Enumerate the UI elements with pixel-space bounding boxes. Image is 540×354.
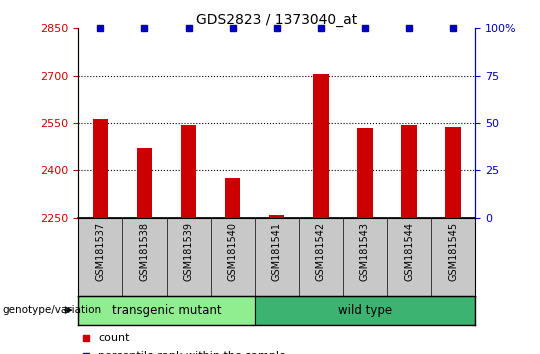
Bar (313, 74, 328, 218)
Bar (225, 178, 240, 218)
Bar (269, 215, 285, 218)
Text: GSM181539: GSM181539 (184, 222, 193, 281)
Text: GSM181542: GSM181542 (316, 222, 326, 281)
Text: count: count (98, 333, 130, 343)
Bar (181, 125, 196, 218)
Bar (401, 125, 417, 218)
Bar (357, 128, 373, 218)
Text: GSM181544: GSM181544 (404, 222, 414, 281)
Text: genotype/variation: genotype/variation (3, 305, 102, 315)
Text: GSM181537: GSM181537 (96, 222, 105, 281)
Text: wild type: wild type (338, 304, 392, 316)
Bar (78, 296, 255, 325)
Text: GSM181538: GSM181538 (139, 222, 150, 281)
Bar (255, 296, 475, 325)
Text: transgenic mutant: transgenic mutant (112, 304, 221, 316)
Title: GDS2823 / 1373040_at: GDS2823 / 1373040_at (196, 13, 357, 27)
Text: percentile rank within the sample: percentile rank within the sample (98, 351, 286, 354)
Text: GSM181541: GSM181541 (272, 222, 282, 281)
Text: GSM181543: GSM181543 (360, 222, 370, 281)
Bar (93, 119, 108, 218)
Text: GSM181545: GSM181545 (448, 222, 458, 281)
Bar (446, 127, 461, 218)
Text: GSM181540: GSM181540 (228, 222, 238, 281)
Bar (137, 148, 152, 218)
